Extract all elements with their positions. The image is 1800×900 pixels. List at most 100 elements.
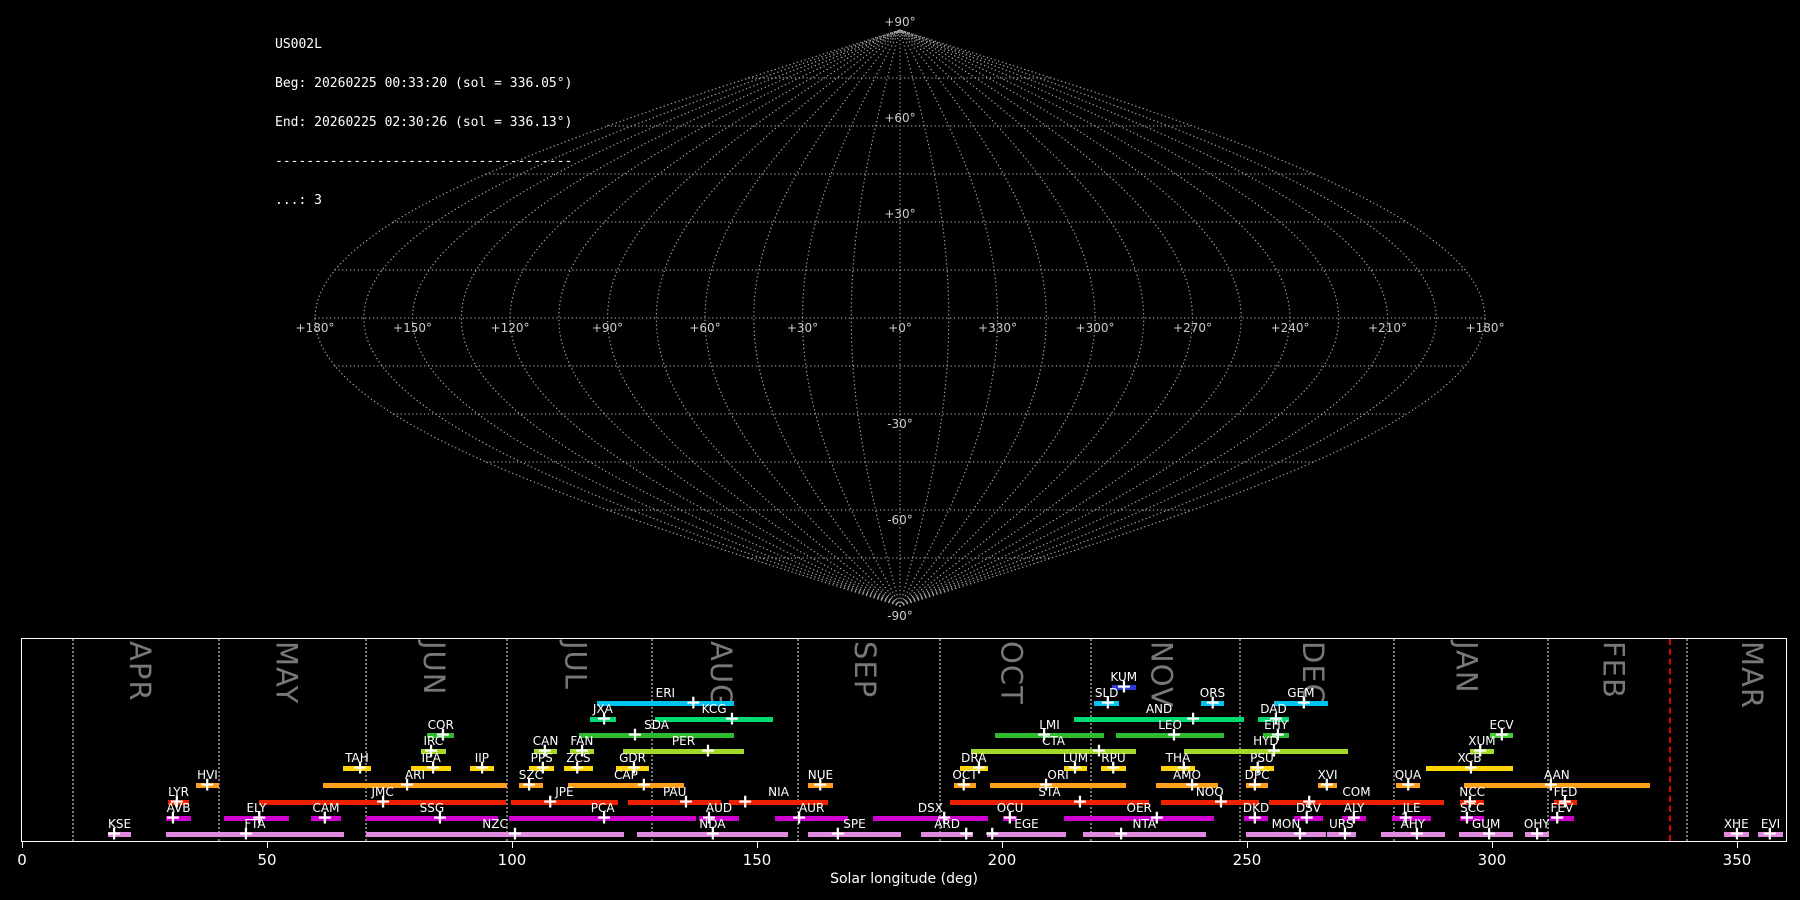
shower-max-cross-JXA: + (596, 707, 613, 730)
shower-code-XHE: XHE (1723, 817, 1749, 831)
month-boundary-line (1686, 639, 1689, 841)
shower-bar-PCA (509, 816, 697, 821)
shower-max-cross-DSX: + (936, 806, 953, 829)
grid-meridian (899, 29, 950, 607)
x-axis-tick-label: 150 (742, 851, 772, 869)
shower-max-cross-NOO: + (1213, 790, 1229, 813)
shower-code-HYD: HYD (1253, 734, 1279, 748)
shower-bar-HYD (1183, 749, 1348, 754)
shower-max-cross-STA: + (1071, 790, 1088, 813)
shower-code-ARD: ARD (934, 817, 961, 831)
shower-code-LEO: LEO (1158, 718, 1182, 732)
shower-code-SCC: SCC (1459, 801, 1485, 815)
shower-max-cross-AAN: + (1542, 773, 1559, 796)
month-label: MAY (269, 641, 304, 705)
shower-bar-AND (1074, 717, 1245, 722)
shower-max-cross-FEV: + (1549, 806, 1566, 829)
shower-code-AUD: AUD (705, 801, 733, 815)
shower-max-cross-AHY: + (1409, 822, 1425, 845)
longitude-label: +30° (787, 321, 818, 335)
shower-bar-PPS (529, 766, 555, 771)
shower-max-cross-GEM: + (1295, 691, 1312, 714)
shower-max-cross-KSE: + (106, 822, 123, 845)
shower-code-DAD: DAD (1260, 702, 1287, 716)
shower-max-cross-DSV: + (1298, 806, 1315, 829)
shower-code-URS: URS (1328, 817, 1354, 831)
shower-code-FED: FED (1553, 785, 1578, 799)
shower-bar-URS (1326, 832, 1356, 837)
shower-max-cross-HYD: + (1265, 739, 1282, 762)
shower-code-XCB: XCB (1457, 751, 1482, 765)
shower-bar-DSV (1294, 816, 1323, 821)
longitude-label: +120° (491, 321, 530, 335)
grid-meridian (899, 29, 1145, 607)
shower-bar-SZC (518, 783, 543, 788)
month-label: FEB (1596, 641, 1631, 699)
shower-bar-IIP (469, 766, 494, 771)
grid-meridian (899, 29, 1437, 607)
shower-max-cross-FAN: + (574, 739, 591, 762)
shower-bar-GEM (1273, 701, 1328, 706)
shower-code-CTA: CTA (1041, 734, 1065, 748)
shower-code-AAN: AAN (1544, 768, 1570, 782)
shower-max-cross-ARI: + (399, 773, 416, 796)
shower-max-cross-ZCS: + (569, 756, 586, 779)
shower-code-TAH: TAH (345, 751, 369, 765)
shower-code-IIP: IIP (474, 751, 490, 765)
shower-code-OHY: OHY (1523, 817, 1550, 831)
grid-meridian (899, 29, 999, 607)
shower-max-cross-AUR: + (791, 806, 808, 829)
shower-bar-XVI (1318, 783, 1338, 788)
longitude-label: +300° (1076, 321, 1115, 335)
shower-bar-OCT (953, 783, 977, 788)
shower-code-ZCS: ZCS (566, 751, 591, 765)
shower-max-cross-IRC: + (423, 739, 440, 762)
shower-code-QUA: QUA (1394, 768, 1422, 782)
shower-code-GEM: GEM (1287, 686, 1315, 700)
shower-bar-CTA (971, 749, 1136, 754)
month-label: AUG (704, 641, 739, 708)
month-label: SEP (847, 641, 882, 699)
shower-code-COR: COR (427, 718, 454, 732)
shower-max-cross-DRA: + (971, 756, 987, 779)
shower-bar-JMC (259, 800, 507, 805)
shower-max-cross-ERI: + (685, 691, 702, 714)
shower-max-cross-GDR: + (626, 756, 642, 779)
shower-max-cross-NCC: + (1461, 790, 1478, 813)
shower-bar-EGE (986, 832, 1067, 837)
shower-max-cross-ORI: + (1038, 773, 1055, 796)
shower-max-cross-CAN: + (536, 739, 553, 762)
x-axis-tick (757, 842, 758, 848)
shower-bar-OCU (1002, 816, 1018, 821)
longitude-label: +330° (978, 321, 1017, 335)
shower-code-KSE: KSE (107, 817, 132, 831)
shower-code-IRC: IRC (423, 734, 444, 748)
shower-max-cross-AMO: + (1184, 773, 1201, 796)
latitude-label: -30° (887, 417, 913, 431)
shower-max-cross-RPU: + (1105, 756, 1122, 779)
month-label: JAN (1449, 641, 1484, 694)
x-axis-tick (22, 842, 23, 848)
shower-max-cross-XHE: + (1729, 822, 1745, 845)
station-id: US002L (275, 37, 322, 52)
shower-code-EGE: EGE (1014, 817, 1039, 831)
shower-max-cross-PER: + (700, 739, 716, 762)
longitude-label: +240° (1271, 321, 1310, 335)
grid-meridian (899, 29, 1194, 607)
shower-code-AHY: AHY (1400, 817, 1426, 831)
shower-max-cross-MON: + (1291, 822, 1308, 845)
shower-code-OER: OER (1126, 801, 1152, 815)
shower-code-DKD: DKD (1242, 801, 1270, 815)
shower-max-cross-EGE: + (984, 822, 1001, 845)
shower-max-cross-XVI: + (1318, 773, 1335, 796)
shower-code-HVI: HVI (197, 768, 218, 782)
shower-code-LUM: LUM (1062, 751, 1089, 765)
shower-code-DPC: DPC (1244, 768, 1270, 782)
month-boundary-line (651, 639, 654, 841)
shower-bar-DAD (1257, 717, 1290, 722)
shower-max-cross-OCU: + (1001, 806, 1018, 829)
shower-bar-RPU (1100, 766, 1126, 771)
shower-code-DSV: DSV (1295, 801, 1322, 815)
shower-max-cross-ORS: + (1204, 691, 1221, 714)
shower-code-CAP: CAP (614, 768, 638, 782)
